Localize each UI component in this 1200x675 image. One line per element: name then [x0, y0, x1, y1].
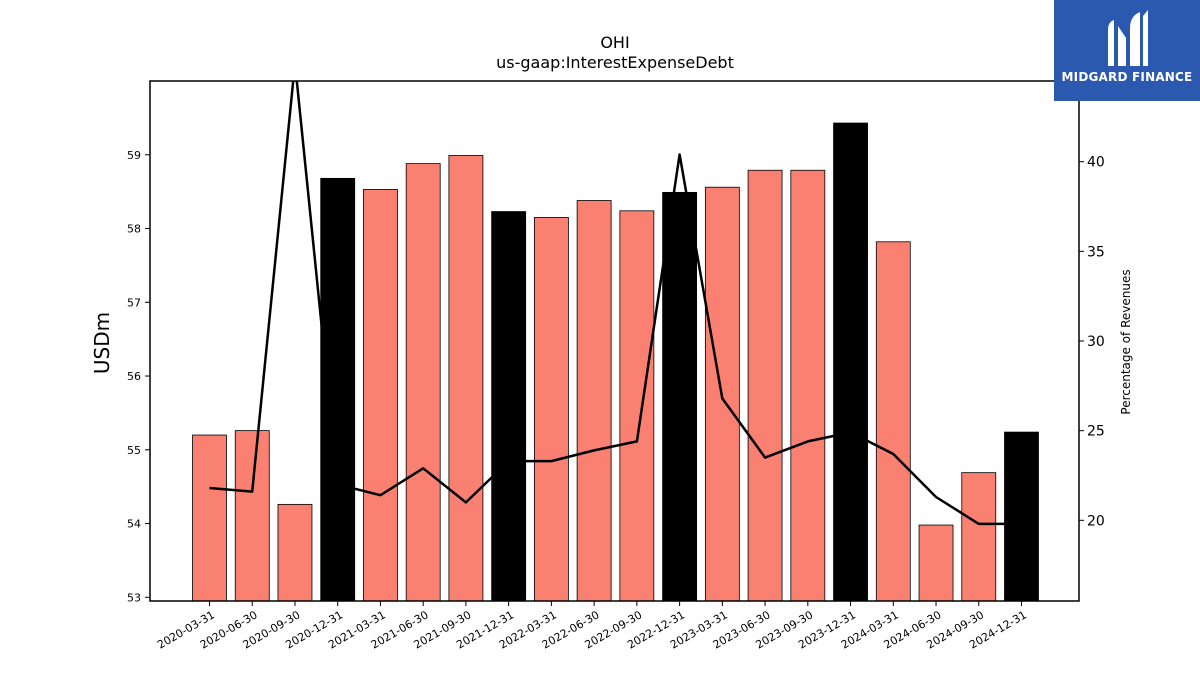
y-tick-label: 54: [127, 518, 141, 531]
y-tick-label: 53: [127, 591, 141, 604]
bar: [662, 191, 698, 602]
bar: [448, 155, 484, 602]
bar: [961, 472, 997, 602]
bar: [1004, 431, 1039, 602]
bar: [918, 524, 954, 602]
bar: [619, 210, 655, 602]
y-tick-label: 58: [127, 223, 141, 236]
chart-subtitle: us-gaap:InterestExpenseDebt: [496, 53, 734, 72]
bar: [234, 430, 270, 602]
line-group: [209, 81, 1022, 526]
bar: [277, 503, 313, 602]
axes: 5354555657585920253035402020-03-312020-0…: [127, 80, 1105, 652]
logo-mark-icon: [1108, 10, 1148, 66]
y-tick-label: 56: [127, 370, 141, 383]
chart-title: OHI: [600, 33, 629, 52]
bar: [192, 434, 227, 602]
bar: [405, 163, 441, 602]
bar: [747, 169, 783, 602]
bar: [790, 169, 826, 602]
y2-tick-label: 20: [1087, 513, 1105, 529]
y-tick-label: 57: [127, 296, 141, 309]
bar: [363, 189, 398, 602]
y2-tick-label: 25: [1087, 424, 1105, 440]
bar: [533, 217, 569, 602]
y2-tick-label: 35: [1087, 244, 1105, 260]
y2-axis-label: Percentage of Revenues: [1119, 269, 1133, 414]
y2-tick-label: 40: [1087, 155, 1105, 171]
bar-group: [192, 122, 1039, 602]
line-series: [209, 81, 1022, 526]
bar: [875, 241, 911, 602]
y-tick-label: 55: [127, 444, 141, 457]
y-tick-label: 59: [127, 149, 141, 162]
bar: [320, 177, 356, 602]
bar: [491, 211, 527, 602]
bar: [576, 200, 612, 602]
midgard-finance-logo: MIDGARD FINANCE: [1054, 0, 1200, 101]
bar: [833, 122, 868, 602]
y2-tick-label: 30: [1087, 334, 1105, 350]
logo-text: MIDGARD FINANCE: [1061, 70, 1193, 84]
y-axis-label: USDm: [90, 312, 114, 374]
